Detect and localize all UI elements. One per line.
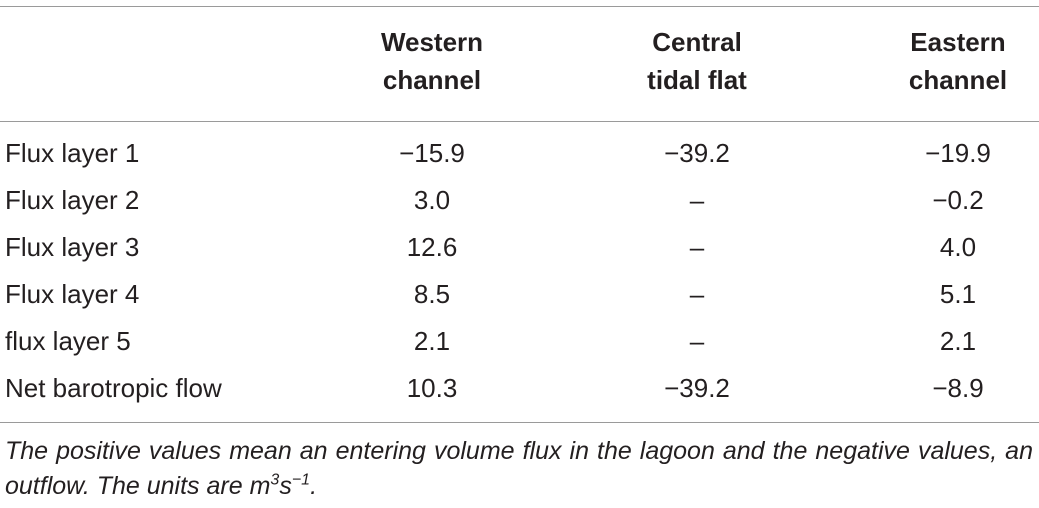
row-label: Net barotropic flow bbox=[5, 373, 222, 403]
cell-value: 2.1 bbox=[413, 326, 451, 356]
column-header: Central bbox=[652, 27, 742, 57]
note-text: The positive values mean an entering vol… bbox=[5, 437, 1033, 500]
note-end: . bbox=[310, 472, 318, 500]
cell-value: – bbox=[689, 279, 705, 309]
cell-value: 12.6 bbox=[406, 232, 458, 262]
header-rule bbox=[0, 121, 1039, 122]
cell-value: – bbox=[689, 326, 705, 356]
bottom-rule bbox=[0, 422, 1039, 423]
cell-value: 2.1 bbox=[939, 326, 977, 356]
row-label: Flux layer 2 bbox=[5, 185, 140, 215]
note-unit2-exp: −1 bbox=[291, 471, 311, 489]
row-label: Flux layer 1 bbox=[5, 138, 140, 168]
cell-value: – bbox=[689, 185, 705, 215]
cell-value: 5.1 bbox=[939, 279, 977, 309]
note-unit: m bbox=[249, 472, 271, 500]
column-header: tidal flat bbox=[647, 65, 747, 95]
note-unit-exp: 3 bbox=[270, 471, 280, 489]
cell-value: −0.2 bbox=[932, 185, 984, 215]
column-header: channel bbox=[908, 65, 1008, 95]
column-header: channel bbox=[382, 65, 482, 95]
cell-value: 10.3 bbox=[406, 373, 458, 403]
column-header: Western bbox=[380, 27, 484, 57]
note-unit2: s bbox=[279, 472, 292, 500]
row-label: Flux layer 3 bbox=[5, 232, 140, 262]
table-note: The positive values mean an entering vol… bbox=[5, 434, 1033, 504]
cell-value: −39.2 bbox=[664, 138, 730, 168]
cell-value: −39.2 bbox=[664, 373, 730, 403]
cell-value: 8.5 bbox=[413, 279, 451, 309]
cell-value: −15.9 bbox=[399, 138, 465, 168]
cell-value: – bbox=[689, 232, 705, 262]
cell-value: 4.0 bbox=[939, 232, 977, 262]
top-rule bbox=[0, 6, 1039, 7]
cell-value: −8.9 bbox=[932, 373, 984, 403]
row-label: Flux layer 4 bbox=[5, 279, 140, 309]
cell-value: −19.9 bbox=[925, 138, 991, 168]
cell-value: 3.0 bbox=[413, 185, 451, 215]
column-header: Eastern bbox=[910, 27, 1006, 57]
row-label: flux layer 5 bbox=[5, 326, 131, 356]
